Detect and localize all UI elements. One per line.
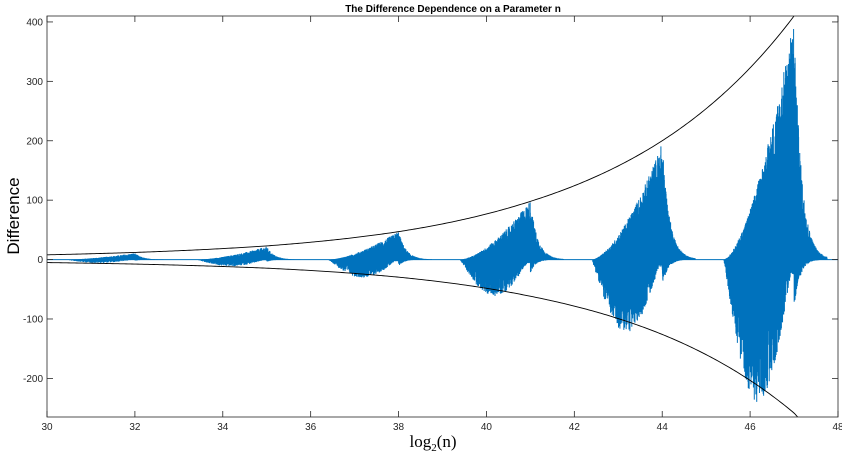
x-tick-label: 48 <box>832 422 842 433</box>
axes-box <box>47 16 838 417</box>
signal-burst-3 <box>327 232 433 278</box>
x-tick-label: 46 <box>745 422 757 433</box>
signal-burst-2 <box>196 246 301 267</box>
plot-area <box>47 16 838 417</box>
y-tick-label: 400 <box>26 17 43 28</box>
x-tick-label: 38 <box>393 422 405 433</box>
upper-envelope <box>47 16 795 256</box>
tick-layer: 30 32 34 36 38 40 42 44 46 48 -200 -100 0 100 200 300 40… <box>23 16 842 433</box>
y-tick-label: 200 <box>26 136 43 147</box>
axes-layer <box>46 15 839 418</box>
svg-text:log2(n): log2(n) <box>409 432 456 454</box>
signal-burst-5 <box>591 146 696 332</box>
x-axis-label: log2(n) <box>409 432 456 454</box>
signal-burst-1 <box>64 253 169 263</box>
x-axis-label-base: log <box>409 432 431 451</box>
x-tick-label: 30 <box>41 422 53 433</box>
y-tick-label: 100 <box>26 196 43 207</box>
x-tick-label: 34 <box>217 422 229 433</box>
y-tick-label: 0 <box>37 255 43 266</box>
lower-envelope <box>47 262 799 417</box>
y-tick-label: -200 <box>23 374 43 385</box>
signal-burst-6 <box>723 28 828 402</box>
envelope-layer <box>47 16 799 417</box>
y-tick-label: 300 <box>26 77 43 88</box>
x-tick-label: 40 <box>481 422 493 433</box>
x-tick-label: 42 <box>569 422 581 433</box>
x-axis-label-sub: 2 <box>431 442 437 454</box>
signal-layer <box>47 28 838 402</box>
axes-frame <box>46 15 839 418</box>
chart-title: The Difference Dependence on a Parameter… <box>345 4 561 15</box>
x-tick-label: 32 <box>129 422 141 433</box>
signal-burst-4 <box>459 202 564 296</box>
y-axis-label: Difference <box>4 177 23 254</box>
x-axis-label-arg: (n) <box>437 432 457 451</box>
x-tick-label: 44 <box>657 422 669 433</box>
x-tick-label: 36 <box>305 422 317 433</box>
y-tick-label: -100 <box>23 314 43 325</box>
